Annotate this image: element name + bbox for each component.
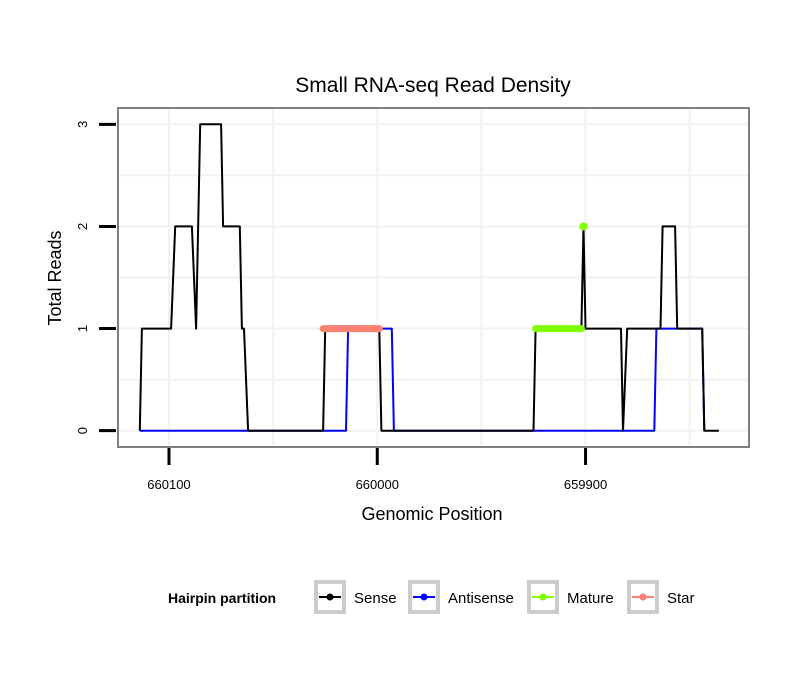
y-tick-label: 1 (75, 325, 90, 332)
legend-label: Star (667, 590, 695, 607)
legend-key-point (420, 593, 428, 601)
legend-item-mature: Mature (527, 580, 614, 614)
series-layer (138, 123, 719, 432)
y-tick-label: 3 (75, 121, 90, 128)
legend-label: Mature (567, 590, 614, 607)
x-axis-title: Genomic Position (361, 504, 502, 524)
y-axis: 0 1 2 3 (75, 121, 116, 434)
legend-label: Antisense (448, 590, 514, 607)
legend-title: Hairpin partition (168, 590, 276, 606)
legend: Hairpin partition Sense Antisense Mature St… (168, 580, 695, 614)
y-axis-title: Total Reads (45, 230, 65, 325)
legend-label: Sense (354, 590, 397, 607)
x-tick-label: 660000 (356, 477, 399, 492)
plot-area (117, 107, 750, 448)
legend-key-point (639, 593, 647, 601)
y-tick-label: 0 (75, 427, 90, 434)
y-tick-label: 2 (75, 223, 90, 230)
legend-item-antisense: Antisense (408, 580, 514, 614)
legend-item-star: Star (627, 580, 695, 614)
chart-title: Small RNA-seq Read Density (295, 74, 571, 97)
x-tick-label: 660100 (147, 477, 190, 492)
x-tick-label: 659900 (564, 477, 607, 492)
legend-item-sense: Sense (314, 580, 397, 614)
series-mature-point (579, 222, 588, 231)
legend-key-point (539, 593, 547, 601)
legend-key-point (326, 593, 334, 601)
series-sense-line (138, 123, 719, 432)
x-axis: 660100 660000 659900 (147, 448, 607, 492)
